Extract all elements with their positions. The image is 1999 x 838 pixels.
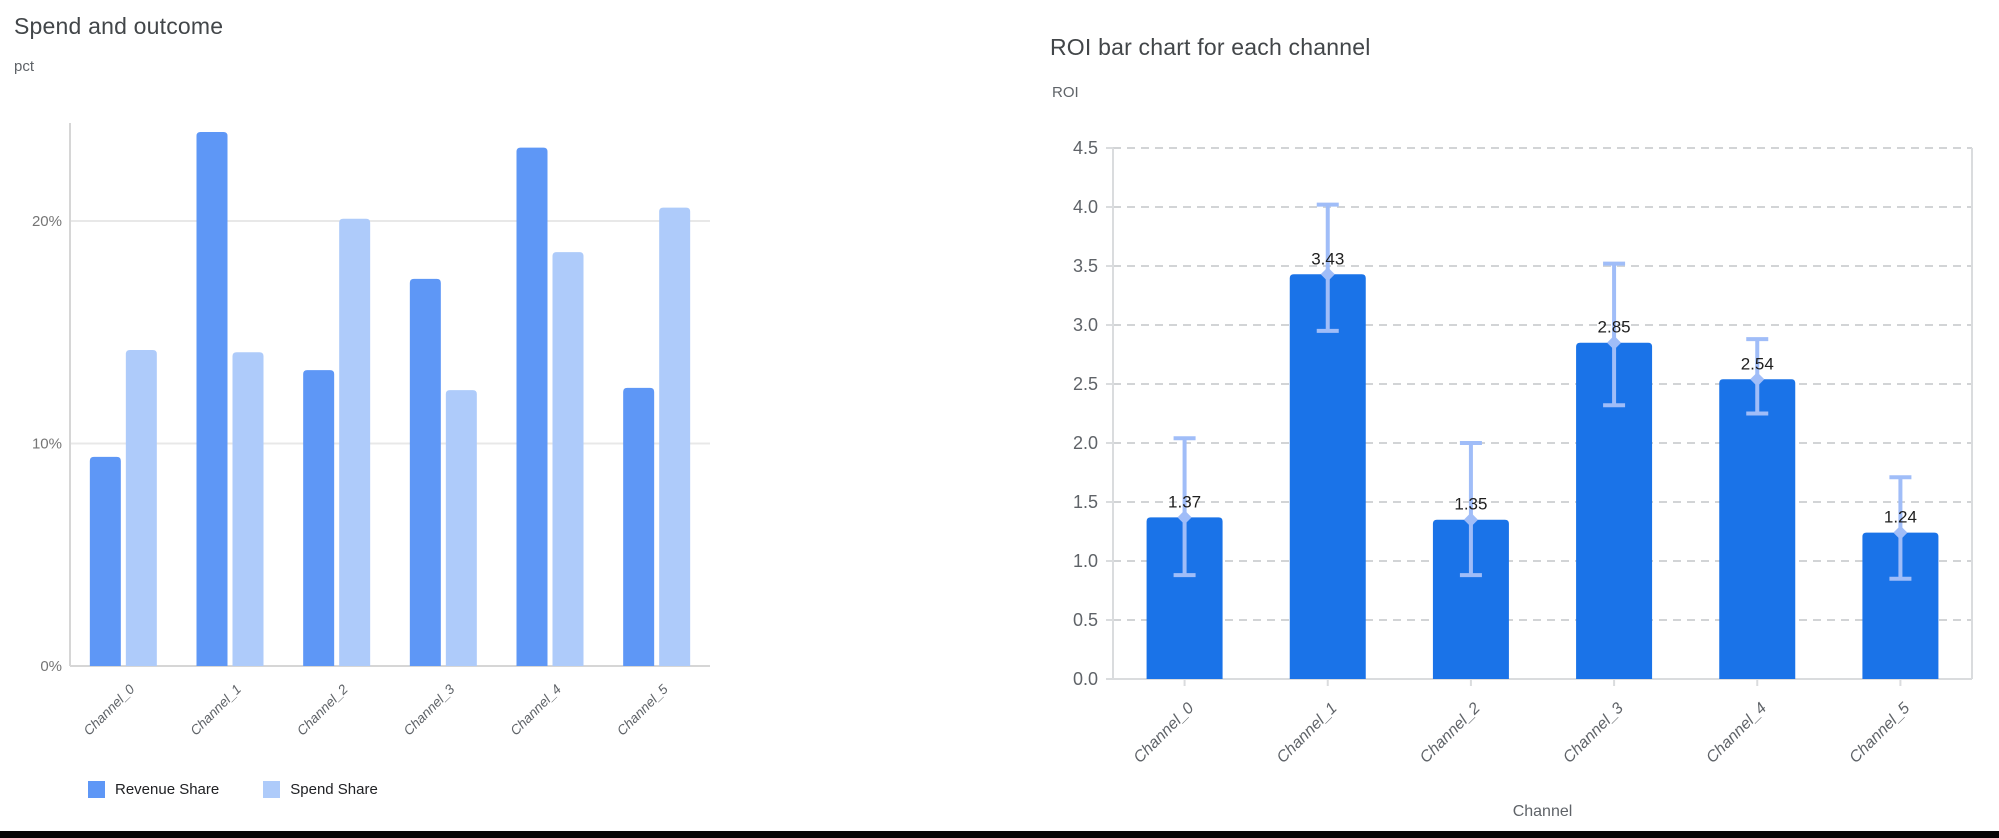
- error-bar-point-channel_1: [1320, 267, 1335, 282]
- bar-revenue-channel_1[interactable]: [196, 132, 228, 666]
- y-tick-label-1.5: 1.5: [1073, 492, 1098, 512]
- y-tick-label-4.0: 4.0: [1073, 197, 1098, 217]
- bar-revenue-channel_0[interactable]: [89, 456, 121, 666]
- x-category-label-channel_3: Channel_3: [401, 681, 458, 738]
- right-chart-y-unit-label: ROI: [1052, 84, 1079, 101]
- x-category-label-channel_5: Channel_5: [1846, 700, 1913, 767]
- bar-value-label-channel_1: 3.43: [1311, 249, 1344, 268]
- y-tick-label-0.5: 0.5: [1073, 610, 1098, 630]
- legend-swatch-0: [88, 781, 105, 798]
- bar-value-label-channel_2: 1.35: [1454, 495, 1487, 514]
- x-category-label-channel_5: Channel_5: [614, 681, 671, 738]
- y-tick-label-4.5: 4.5: [1073, 138, 1098, 158]
- bar-spend-channel_3[interactable]: [445, 390, 477, 666]
- x-category-label-channel_2: Channel_2: [294, 681, 351, 738]
- y-tick-label-0.0: 0.0: [1073, 669, 1098, 689]
- left-chart-legend: Revenue Share Spend Share: [88, 781, 378, 798]
- bar-roi-channel_4[interactable]: [1719, 379, 1796, 679]
- y-tick-label-2.5: 2.5: [1073, 374, 1098, 394]
- y-tick-label-0%: 0%: [40, 658, 62, 675]
- bar-roi-channel_5[interactable]: [1862, 532, 1939, 679]
- bar-spend-channel_2[interactable]: [339, 218, 371, 666]
- y-tick-label-3.5: 3.5: [1073, 256, 1098, 276]
- error-bar-point-channel_4: [1750, 372, 1765, 387]
- window-bottom-edge: [0, 831, 1999, 838]
- legend-label-1: Spend Share: [290, 781, 378, 798]
- roi-chart-canvas[interactable]: 0.0 0.5 1.0 1.5 2.0 2.5 3.0 3.5 4.0 4.5 1.37 Channe…: [1040, 110, 1999, 838]
- bar-roi-channel_0[interactable]: [1146, 517, 1223, 679]
- x-axis-title: Channel: [1513, 803, 1573, 820]
- bar-roi-channel_2[interactable]: [1432, 519, 1509, 679]
- x-category-label-channel_0: Channel_0: [81, 681, 138, 738]
- legend-item-revenue-share[interactable]: Revenue Share: [88, 781, 219, 798]
- bar-revenue-channel_5[interactable]: [623, 387, 655, 666]
- x-category-label-channel_1: Channel_1: [187, 682, 244, 739]
- x-category-label-channel_3: Channel_3: [1560, 700, 1627, 767]
- y-tick-label-10%: 10%: [32, 436, 62, 453]
- x-category-label-channel_4: Channel_4: [1703, 700, 1770, 767]
- bar-spend-channel_4[interactable]: [552, 252, 584, 666]
- y-tick-label-3.0: 3.0: [1073, 315, 1098, 335]
- right-chart-title: ROI bar chart for each channel: [1050, 34, 1371, 60]
- legend-label-0: Revenue Share: [115, 781, 220, 798]
- bar-roi-channel_1[interactable]: [1289, 274, 1366, 679]
- left-chart-y-unit-label: pct: [14, 58, 35, 75]
- x-category-label-channel_4: Channel_4: [507, 682, 564, 739]
- bar-value-label-channel_0: 1.37: [1168, 492, 1201, 511]
- bar-revenue-channel_4[interactable]: [516, 147, 548, 666]
- legend-swatch-1: [263, 781, 281, 798]
- y-tick-label-20%: 20%: [32, 213, 62, 230]
- bar-spend-channel_0[interactable]: [125, 350, 157, 666]
- legend-item-spend-share[interactable]: Spend Share: [263, 781, 378, 798]
- x-category-label-channel_1: Channel_1: [1274, 700, 1341, 767]
- bar-value-label-channel_5: 1.24: [1884, 508, 1917, 527]
- x-category-label-channel_2: Channel_2: [1417, 700, 1484, 767]
- bar-value-label-channel_3: 2.85: [1598, 318, 1631, 337]
- y-tick-label-1.0: 1.0: [1073, 551, 1098, 571]
- spend-outcome-chart-canvas[interactable]: 0% 10% 20% Channel_0 Channel_1 Channel_2 Chann…: [0, 85, 730, 775]
- bar-spend-channel_1[interactable]: [232, 352, 264, 666]
- left-chart-title: Spend and outcome: [14, 13, 224, 39]
- bar-roi-channel_3[interactable]: [1576, 342, 1653, 679]
- y-tick-label-2.0: 2.0: [1073, 433, 1098, 453]
- error-bar-point-channel_2: [1463, 512, 1478, 527]
- bar-spend-channel_5[interactable]: [659, 207, 691, 666]
- bar-revenue-channel_3[interactable]: [409, 278, 441, 666]
- bar-revenue-channel_2[interactable]: [303, 370, 335, 666]
- bar-value-label-channel_4: 2.54: [1741, 354, 1774, 373]
- x-category-label-channel_0: Channel_0: [1131, 700, 1198, 767]
